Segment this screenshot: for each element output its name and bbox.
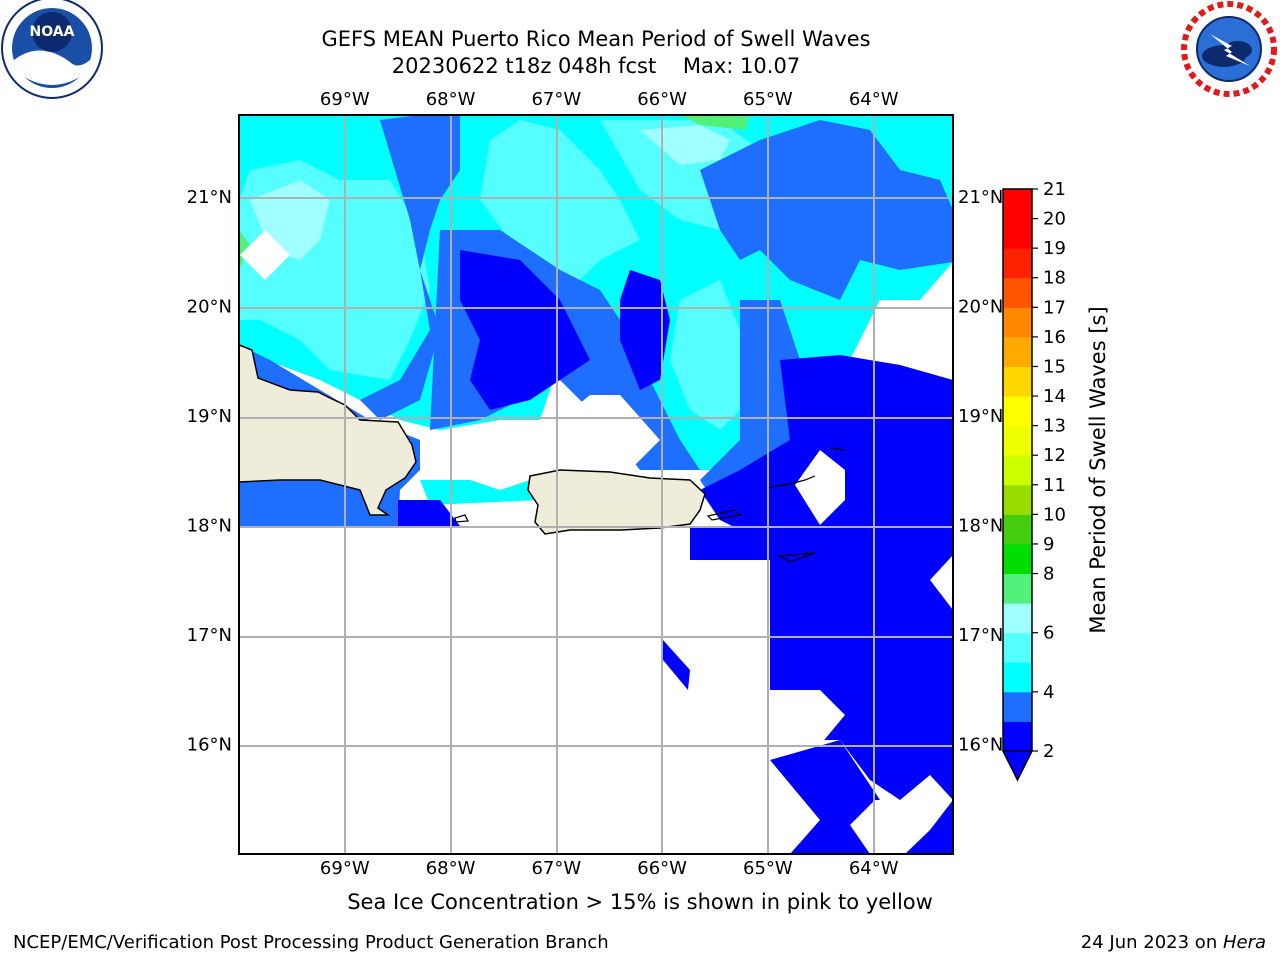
colorbar-tick-label: 9: [1043, 534, 1054, 555]
missing-patch-7: [770, 690, 845, 745]
colorbar-extend-min: [1001, 750, 1034, 782]
x-tick-label-bottom: 64°W: [849, 858, 899, 879]
noaa-logo: NOAA: [1, 0, 103, 99]
colorbar-tick-label: 15: [1043, 356, 1066, 377]
colorbar-segment: [1003, 691, 1032, 722]
noaa-logo-text: NOAA: [30, 24, 75, 40]
x-tick-label-bottom: 65°W: [743, 858, 793, 879]
colorbar-segment: [1003, 632, 1032, 663]
swell-region-2-4-c: [700, 120, 953, 300]
colorbar-tick-label: 4: [1043, 682, 1054, 703]
colorbar-segment: [1003, 248, 1032, 279]
x-tick-label-bottom: 68°W: [426, 858, 476, 879]
x-tick-label-top: 69°W: [320, 89, 370, 110]
colorbar-tick-label: 17: [1043, 297, 1066, 318]
y-tick-label-right: 18°N: [958, 516, 1003, 537]
x-tick-label-top: 64°W: [849, 89, 899, 110]
colorbar-segment: [1003, 336, 1032, 367]
colorbar-segment: [1003, 543, 1032, 575]
colorbar-segment: [1003, 277, 1032, 308]
colorbar: 2 4 6 8 9 10 11 12 13 14 15 16 17 18 19 20 21: [1001, 179, 1066, 782]
sea-ice-note: Sea Ice Concentration > 15% is shown in …: [0, 890, 1280, 914]
y-tick-label-right: 20°N: [958, 297, 1003, 318]
y-tick-label-left: 17°N: [187, 625, 232, 646]
colorbar-tick-label: 2: [1043, 741, 1054, 762]
colorbar-tick-label: 18: [1043, 268, 1066, 289]
colorbar-segment: [1003, 189, 1032, 220]
colorbar-segment: [1003, 603, 1032, 634]
y-tick-label-left: 20°N: [187, 297, 232, 318]
swell-region-lt2-g: [398, 500, 460, 526]
footer-date-text: 24 Jun 2023 on: [1080, 932, 1223, 953]
colorbar-segment: [1003, 484, 1032, 515]
y-tick-label-left: 18°N: [187, 516, 232, 537]
colorbar-segment: [1003, 396, 1032, 427]
x-tick-label-top: 67°W: [531, 89, 581, 110]
footer-credit: NCEP/EMC/Verification Post Processing Pr…: [13, 932, 609, 953]
colorbar-tick-label: 14: [1043, 386, 1066, 407]
x-tick-label-top: 65°W: [743, 89, 793, 110]
colorbar-label: Mean Period of Swell Waves [s]: [1086, 306, 1110, 633]
colorbar-segment: [1003, 366, 1032, 397]
colorbar-tick-label: 11: [1043, 475, 1066, 496]
chart-title-line2: 20230622 t18z 048h fcst Max: 10.07: [391, 54, 801, 78]
colorbar-segment: [1003, 218, 1032, 249]
colorbar-tick-label: 21: [1043, 179, 1066, 200]
map-gridlines: [239, 115, 953, 854]
swell-region-lt2-d: [770, 560, 953, 854]
missing-patch-2: [480, 395, 660, 472]
footer-host: Hera: [1222, 932, 1266, 953]
map-frame: [238, 114, 954, 855]
y-tick-label-right: 16°N: [958, 735, 1003, 756]
swell-region-6-8-d: [670, 280, 750, 430]
colorbar-segment: [1003, 573, 1032, 604]
colorbar-segment: [1003, 425, 1032, 456]
x-tick-label-top: 66°W: [637, 89, 687, 110]
swell-region-9-10: [680, 115, 750, 130]
y-tick-label-right: 17°N: [958, 625, 1003, 646]
colorbar-tick-label: 16: [1043, 327, 1066, 348]
y-tick-label-right: 19°N: [958, 406, 1003, 427]
x-tick-labels-top: 69°W 68°W 67°W 66°W 65°W 64°W: [320, 89, 899, 110]
x-tick-labels-bottom: 69°W 68°W 67°W 66°W 65°W 64°W: [320, 858, 899, 879]
colorbar-segment: [1003, 721, 1032, 752]
missing-patch-6: [930, 555, 953, 610]
colorbar-tick-label: 12: [1043, 445, 1066, 466]
colorbar-segment: [1003, 514, 1032, 545]
nws-logo: [1181, 1, 1277, 97]
colorbar-segment: [1003, 662, 1032, 693]
sea-ice-note-text: Sea Ice Concentration > 15% is shown in …: [347, 890, 933, 914]
x-tick-label-bottom: 69°W: [320, 858, 370, 879]
y-tick-labels-left: 21°N 20°N 19°N 18°N 17°N 16°N: [187, 187, 232, 755]
y-tick-label-left: 19°N: [187, 406, 232, 427]
y-tick-label-left: 21°N: [187, 187, 232, 208]
colorbar-tick-label: 13: [1043, 416, 1066, 437]
swell-region-9-10-b: [239, 230, 250, 270]
y-tick-labels-right: 21°N 20°N 19°N 18°N 17°N 16°N: [958, 187, 1003, 755]
missing-patch-1: [240, 230, 290, 280]
colorbar-frame: [1002, 188, 1033, 751]
map-area: [239, 115, 953, 854]
colorbar-tick-label: 8: [1043, 564, 1054, 585]
y-tick-label-right: 21°N: [958, 187, 1003, 208]
colorbar-tick-label: 20: [1043, 209, 1066, 230]
colorbar-segment: [1003, 455, 1032, 486]
missing-patch-5: [480, 505, 530, 526]
colorbar-tick-label: 19: [1043, 238, 1066, 259]
hispaniola-land: [239, 344, 417, 516]
y-tick-label-left: 16°N: [187, 735, 232, 756]
footer-date: 24 Jun 2023 on Hera: [1081, 932, 1266, 953]
x-tick-label-bottom: 66°W: [637, 858, 687, 879]
x-tick-label-top: 68°W: [426, 89, 476, 110]
missing-patch-3: [795, 450, 845, 525]
x-tick-label-bottom: 67°W: [531, 858, 581, 879]
swell-region-lt2-b: [620, 270, 670, 390]
chart-title-line1: GEFS MEAN Puerto Rico Mean Period of Swe…: [321, 27, 871, 51]
missing-patch-4: [850, 775, 953, 854]
colorbar-tick-label: 10: [1043, 504, 1066, 525]
colorbar-segment: [1003, 307, 1032, 338]
colorbar-tick-label: 6: [1043, 623, 1054, 644]
puerto-rico-land: [527, 469, 706, 535]
